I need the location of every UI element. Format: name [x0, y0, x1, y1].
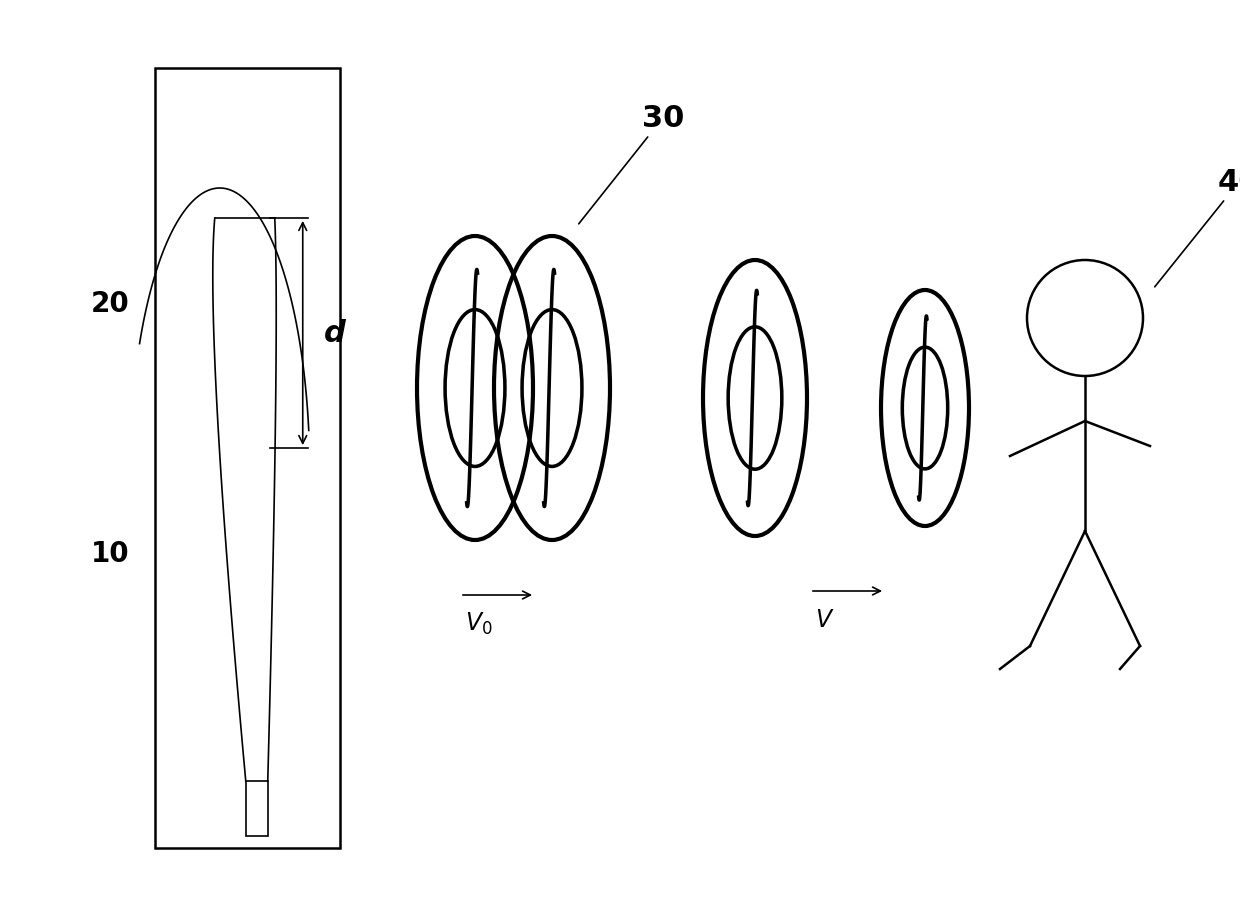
Bar [155, 69, 340, 848]
Text: $V$: $V$ [815, 608, 835, 631]
Text: $V_0$: $V_0$ [465, 610, 492, 637]
Text: 30: 30 [579, 104, 684, 225]
Text: 20: 20 [91, 290, 129, 318]
Text: d: d [324, 319, 346, 349]
Text: 40: 40 [1154, 168, 1240, 287]
Text: 10: 10 [91, 539, 129, 567]
Bar [246, 781, 268, 836]
